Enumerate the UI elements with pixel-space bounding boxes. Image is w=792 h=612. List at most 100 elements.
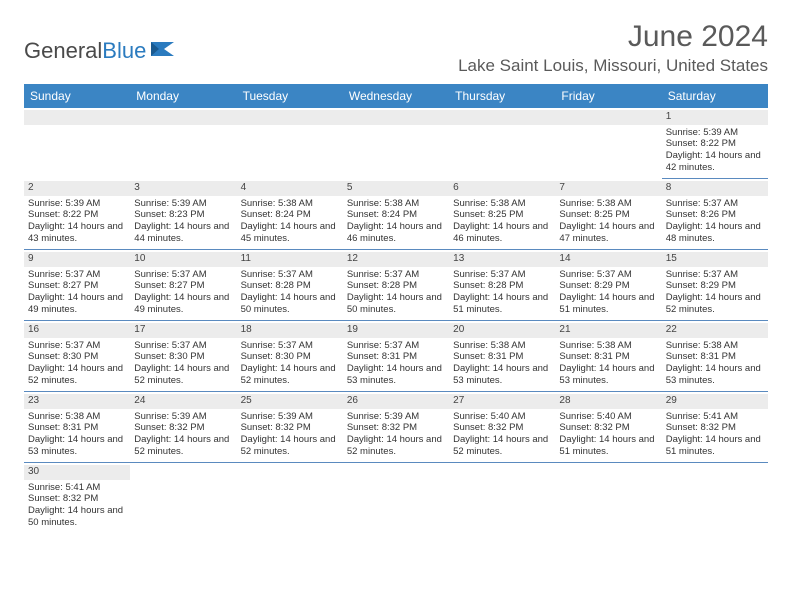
daylight-text: Daylight: 14 hours and 52 minutes. bbox=[241, 363, 339, 387]
daylight-text: Daylight: 14 hours and 52 minutes. bbox=[453, 434, 551, 458]
week-row: 23Sunrise: 5:38 AMSunset: 8:31 PMDayligh… bbox=[24, 392, 768, 463]
day-number: 12 bbox=[343, 252, 449, 267]
day-number: 16 bbox=[24, 323, 130, 338]
day-number: 22 bbox=[662, 323, 768, 338]
day-cell: 1Sunrise: 5:39 AMSunset: 8:22 PMDaylight… bbox=[662, 108, 768, 179]
daylight-text: Daylight: 14 hours and 46 minutes. bbox=[347, 221, 445, 245]
sunset-text: Sunset: 8:28 PM bbox=[453, 280, 551, 292]
empty-cell bbox=[555, 463, 661, 533]
empty-cell bbox=[343, 108, 449, 179]
daylight-text: Daylight: 14 hours and 44 minutes. bbox=[134, 221, 232, 245]
day-header: Monday bbox=[130, 84, 236, 108]
day-number: 2 bbox=[24, 181, 130, 196]
day-number: 18 bbox=[237, 323, 343, 338]
sunrise-text: Sunrise: 5:37 AM bbox=[28, 269, 126, 281]
daylight-text: Daylight: 14 hours and 53 minutes. bbox=[347, 363, 445, 387]
day-header: Sunday bbox=[24, 84, 130, 108]
sunset-text: Sunset: 8:32 PM bbox=[28, 493, 126, 505]
sunset-text: Sunset: 8:22 PM bbox=[28, 209, 126, 221]
week-row: 30Sunrise: 5:41 AMSunset: 8:32 PMDayligh… bbox=[24, 463, 768, 533]
day-number: 19 bbox=[343, 323, 449, 338]
sunrise-text: Sunrise: 5:37 AM bbox=[666, 269, 764, 281]
empty-cell bbox=[24, 108, 130, 179]
day-number: 29 bbox=[662, 394, 768, 409]
day-header: Saturday bbox=[662, 84, 768, 108]
day-cell: 30Sunrise: 5:41 AMSunset: 8:32 PMDayligh… bbox=[24, 463, 130, 533]
day-cell: 16Sunrise: 5:37 AMSunset: 8:30 PMDayligh… bbox=[24, 321, 130, 392]
day-number: 24 bbox=[130, 394, 236, 409]
sunset-text: Sunset: 8:29 PM bbox=[559, 280, 657, 292]
day-cell: 19Sunrise: 5:37 AMSunset: 8:31 PMDayligh… bbox=[343, 321, 449, 392]
day-cell: 14Sunrise: 5:37 AMSunset: 8:29 PMDayligh… bbox=[555, 250, 661, 321]
day-cell: 2Sunrise: 5:39 AMSunset: 8:22 PMDaylight… bbox=[24, 179, 130, 250]
day-number: 23 bbox=[24, 394, 130, 409]
daylight-text: Daylight: 14 hours and 53 minutes. bbox=[666, 363, 764, 387]
daylight-text: Daylight: 14 hours and 52 minutes. bbox=[134, 363, 232, 387]
day-cell: 26Sunrise: 5:39 AMSunset: 8:32 PMDayligh… bbox=[343, 392, 449, 463]
day-number: 21 bbox=[555, 323, 661, 338]
empty-cell bbox=[130, 108, 236, 179]
day-cell: 17Sunrise: 5:37 AMSunset: 8:30 PMDayligh… bbox=[130, 321, 236, 392]
day-cell: 25Sunrise: 5:39 AMSunset: 8:32 PMDayligh… bbox=[237, 392, 343, 463]
day-cell: 24Sunrise: 5:39 AMSunset: 8:32 PMDayligh… bbox=[130, 392, 236, 463]
daylight-text: Daylight: 14 hours and 45 minutes. bbox=[241, 221, 339, 245]
day-cell: 15Sunrise: 5:37 AMSunset: 8:29 PMDayligh… bbox=[662, 250, 768, 321]
day-number: 3 bbox=[130, 181, 236, 196]
sunset-text: Sunset: 8:27 PM bbox=[134, 280, 232, 292]
day-number: 4 bbox=[237, 181, 343, 196]
sunset-text: Sunset: 8:29 PM bbox=[666, 280, 764, 292]
sunrise-text: Sunrise: 5:39 AM bbox=[347, 411, 445, 423]
sunrise-text: Sunrise: 5:41 AM bbox=[28, 482, 126, 494]
sunset-text: Sunset: 8:32 PM bbox=[453, 422, 551, 434]
sunrise-text: Sunrise: 5:37 AM bbox=[347, 269, 445, 281]
day-number: 5 bbox=[343, 181, 449, 196]
sunset-text: Sunset: 8:30 PM bbox=[134, 351, 232, 363]
week-row: 9Sunrise: 5:37 AMSunset: 8:27 PMDaylight… bbox=[24, 250, 768, 321]
sunrise-text: Sunrise: 5:39 AM bbox=[28, 198, 126, 210]
sunrise-text: Sunrise: 5:40 AM bbox=[559, 411, 657, 423]
sunrise-text: Sunrise: 5:37 AM bbox=[241, 269, 339, 281]
daylight-text: Daylight: 14 hours and 52 minutes. bbox=[347, 434, 445, 458]
sunset-text: Sunset: 8:28 PM bbox=[241, 280, 339, 292]
sunrise-text: Sunrise: 5:38 AM bbox=[241, 198, 339, 210]
daylight-text: Daylight: 14 hours and 50 minutes. bbox=[28, 505, 126, 529]
sunset-text: Sunset: 8:24 PM bbox=[347, 209, 445, 221]
day-cell: 9Sunrise: 5:37 AMSunset: 8:27 PMDaylight… bbox=[24, 250, 130, 321]
daylight-text: Daylight: 14 hours and 46 minutes. bbox=[453, 221, 551, 245]
day-cell: 8Sunrise: 5:37 AMSunset: 8:26 PMDaylight… bbox=[662, 179, 768, 250]
sunset-text: Sunset: 8:31 PM bbox=[28, 422, 126, 434]
sunrise-text: Sunrise: 5:37 AM bbox=[453, 269, 551, 281]
day-number: 17 bbox=[130, 323, 236, 338]
daylight-text: Daylight: 14 hours and 51 minutes. bbox=[559, 434, 657, 458]
day-headers-row: SundayMondayTuesdayWednesdayThursdayFrid… bbox=[24, 84, 768, 108]
daylight-text: Daylight: 14 hours and 50 minutes. bbox=[347, 292, 445, 316]
day-cell: 18Sunrise: 5:37 AMSunset: 8:30 PMDayligh… bbox=[237, 321, 343, 392]
day-header: Thursday bbox=[449, 84, 555, 108]
day-cell: 11Sunrise: 5:37 AMSunset: 8:28 PMDayligh… bbox=[237, 250, 343, 321]
daylight-text: Daylight: 14 hours and 48 minutes. bbox=[666, 221, 764, 245]
day-number: 15 bbox=[662, 252, 768, 267]
logo-text-2: Blue bbox=[102, 38, 146, 64]
day-cell: 22Sunrise: 5:38 AMSunset: 8:31 PMDayligh… bbox=[662, 321, 768, 392]
daylight-text: Daylight: 14 hours and 52 minutes. bbox=[241, 434, 339, 458]
week-row: 16Sunrise: 5:37 AMSunset: 8:30 PMDayligh… bbox=[24, 321, 768, 392]
day-number: 20 bbox=[449, 323, 555, 338]
flag-icon bbox=[150, 38, 176, 64]
daylight-text: Daylight: 14 hours and 52 minutes. bbox=[28, 363, 126, 387]
day-cell: 29Sunrise: 5:41 AMSunset: 8:32 PMDayligh… bbox=[662, 392, 768, 463]
sunrise-text: Sunrise: 5:39 AM bbox=[134, 411, 232, 423]
sunrise-text: Sunrise: 5:38 AM bbox=[666, 340, 764, 352]
day-cell: 21Sunrise: 5:38 AMSunset: 8:31 PMDayligh… bbox=[555, 321, 661, 392]
day-cell: 3Sunrise: 5:39 AMSunset: 8:23 PMDaylight… bbox=[130, 179, 236, 250]
sunrise-text: Sunrise: 5:40 AM bbox=[453, 411, 551, 423]
sunrise-text: Sunrise: 5:37 AM bbox=[241, 340, 339, 352]
daylight-text: Daylight: 14 hours and 47 minutes. bbox=[559, 221, 657, 245]
calendar: SundayMondayTuesdayWednesdayThursdayFrid… bbox=[24, 84, 768, 533]
sunrise-text: Sunrise: 5:39 AM bbox=[666, 127, 764, 139]
daylight-text: Daylight: 14 hours and 52 minutes. bbox=[134, 434, 232, 458]
week-row: 2 Sunrise: 5:39 AMSunset: 8:22 PM Daylight… bbox=[24, 179, 768, 250]
day-cell: 7Sunrise: 5:38 AMSunset: 8:25 PMDaylight… bbox=[555, 179, 661, 250]
day-header: Wednesday bbox=[343, 84, 449, 108]
day-header: Friday bbox=[555, 84, 661, 108]
day-cell: 27Sunrise: 5:40 AMSunset: 8:32 PMDayligh… bbox=[449, 392, 555, 463]
